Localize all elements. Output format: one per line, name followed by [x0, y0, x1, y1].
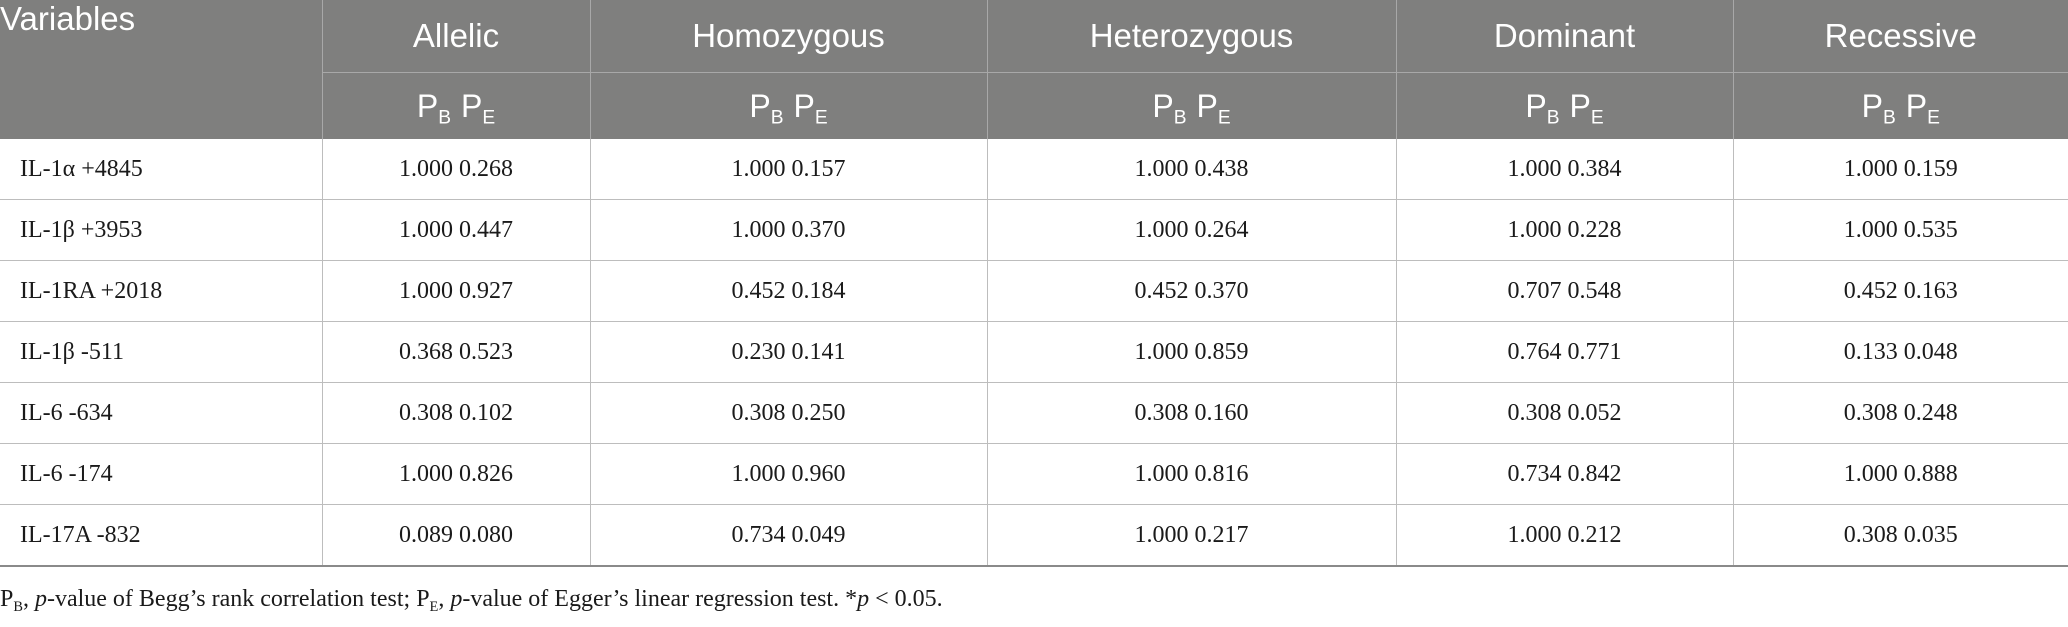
pvalue-cell: 1.000 0.960 — [590, 443, 988, 505]
pvalue-cell: 1.000 0.816 — [987, 443, 1397, 505]
subheader-p-egger-sub: E — [1217, 107, 1231, 129]
variable-cell: IL-6 -634 — [0, 382, 323, 444]
variable-cell: IL-1α +4845 — [0, 139, 323, 200]
subheader-p-begg: P — [1861, 87, 1883, 124]
pvalue-cell: 0.089 0.080 — [322, 504, 591, 567]
variable-cell: IL-1β +3953 — [0, 199, 323, 261]
pvalue-cell: 0.230 0.141 — [590, 321, 988, 383]
pvalue-cell: 1.000 0.927 — [322, 260, 591, 322]
variable-cell: IL-1RA +2018 — [0, 260, 323, 322]
pvalue-cell: 1.000 0.159 — [1733, 139, 2068, 200]
column-header-heterozygous: Heterozygous — [987, 0, 1397, 73]
subheader-p-begg: P — [749, 87, 771, 124]
pvalue-cell: 1.000 0.888 — [1733, 443, 2068, 505]
table-row: IL-1β +3953 1.000 0.447 1.000 0.370 1.000 0… — [0, 199, 2068, 261]
pvalue-cell: 0.452 0.370 — [987, 260, 1397, 322]
pvalue-cell: 1.000 0.859 — [987, 321, 1397, 383]
subheader-cell: PB PE — [987, 72, 1397, 139]
subheader-p-begg-sub: B — [1546, 107, 1560, 129]
pvalue-cell: 0.764 0.771 — [1396, 321, 1734, 383]
pvalue-cell: 0.308 0.248 — [1733, 382, 2068, 444]
table-body: IL-1α +4845 1.000 0.268 1.000 0.157 1.000 0… — [0, 139, 2068, 567]
pvalue-cell: 1.000 0.228 — [1396, 199, 1734, 261]
pvalue-cell: 1.000 0.535 — [1733, 199, 2068, 261]
subheader-row: PB PE PB PE PB PE PB PE PB PE — [0, 72, 2068, 139]
pvalue-cell: 0.452 0.184 — [590, 260, 988, 322]
subheader-p-begg: P — [416, 87, 439, 124]
variable-cell: IL-6 -174 — [0, 443, 323, 505]
pvalue-cell: 1.000 0.212 — [1396, 504, 1734, 567]
footnote-significance-p: p — [857, 586, 870, 612]
subheader-p-begg-sub: B — [438, 107, 451, 129]
pvalue-cell: 0.308 0.052 — [1396, 382, 1734, 444]
subheader-p-egger-sub: E — [1927, 107, 1940, 129]
subheader-p-begg-sub: B — [770, 107, 784, 129]
pvalue-cell: 1.000 0.826 — [322, 443, 591, 505]
table-row: IL-17A -832 0.089 0.080 0.734 0.049 1.000 0… — [0, 504, 2068, 567]
pvalue-cell: 0.308 0.035 — [1733, 504, 2068, 567]
subheader-p-begg-sub: B — [1882, 107, 1896, 129]
subheader-p-egger: P — [1905, 87, 1928, 124]
footnote-pe-sub: E — [429, 599, 439, 616]
pvalue-cell: 1.000 0.268 — [322, 139, 591, 200]
table-row: IL-6 -174 1.000 0.826 1.000 0.960 1.000 0.8… — [0, 443, 2068, 505]
table-row: IL-6 -634 0.308 0.102 0.308 0.250 0.308 0.1… — [0, 382, 2068, 444]
variable-cell: IL-1β -511 — [0, 321, 323, 383]
column-header-dominant: Dominant — [1396, 0, 1734, 73]
column-header-recessive: Recessive — [1733, 0, 2068, 73]
pvalue-cell: 1.000 0.447 — [322, 199, 591, 261]
subheader-p-egger-sub: E — [482, 107, 496, 129]
pvalue-cell: 0.308 0.250 — [590, 382, 988, 444]
pvalue-cell: 0.707 0.548 — [1396, 260, 1734, 322]
pvalue-cell: 1.000 0.217 — [987, 504, 1397, 567]
pvalue-cell: 0.734 0.049 — [590, 504, 988, 567]
subheader-p-egger-sub: E — [1590, 107, 1604, 129]
footnote-pb-sep: , — [22, 586, 35, 612]
pvalue-cell: 1.000 0.157 — [590, 139, 988, 200]
table-row: IL-1RA +2018 1.000 0.927 0.452 0.184 0.452 … — [0, 260, 2068, 322]
pvalue-cell: 0.734 0.842 — [1396, 443, 1734, 505]
column-header-variables: Variables — [0, 0, 323, 139]
footnote-pe: P — [416, 586, 430, 612]
pvalue-cell: 0.308 0.102 — [322, 382, 591, 444]
footnote-pb-sub: B — [13, 599, 23, 616]
table-row: IL-1β -511 0.368 0.523 0.230 0.141 1.000 0.… — [0, 321, 2068, 383]
stats-table: Variables Allelic Homozygous Heterozygou… — [0, 0, 2068, 567]
footnote-pb-pvalue: p — [34, 586, 47, 612]
subheader-p-egger: P — [793, 87, 815, 124]
pvalue-cell: 0.368 0.523 — [322, 321, 591, 383]
pvalue-cell: 1.000 0.264 — [987, 199, 1397, 261]
pvalue-cell: 0.308 0.160 — [987, 382, 1397, 444]
subheader-cell: PB PE — [1396, 72, 1734, 139]
pvalue-cell: 1.000 0.370 — [590, 199, 988, 261]
pvalue-cell: 0.133 0.048 — [1733, 321, 2068, 383]
pvalue-cell: 1.000 0.438 — [987, 139, 1397, 200]
footnote-pb: P — [0, 586, 14, 612]
subheader-p-egger: P — [1569, 87, 1591, 124]
header-row: Variables Allelic Homozygous Heterozygou… — [0, 0, 2068, 139]
column-header-allelic: Allelic — [322, 0, 591, 73]
subheader-p-begg: P — [1152, 87, 1174, 124]
column-header-homozygous: Homozygous — [590, 0, 988, 73]
footnote-significance-rest: < 0.05. — [869, 586, 943, 612]
footnote-pe-pvalue: p — [450, 586, 463, 612]
subheader-p-begg-sub: B — [1173, 107, 1187, 129]
footnote-pe-desc: -value of Egger’s linear regression test… — [462, 586, 858, 612]
footnote-pb-desc: -value of Begg’s rank correlation test; — [46, 586, 417, 612]
pvalue-cell: 1.000 0.384 — [1396, 139, 1734, 200]
subheader-cell: PB PE — [322, 72, 591, 139]
subheader-cell: PB PE — [1733, 72, 2068, 139]
pvalue-cell: 0.452 0.163 — [1733, 260, 2068, 322]
subheader-p-egger: P — [461, 87, 483, 124]
subheader-p-begg: P — [1525, 87, 1547, 124]
footnote-pe-sep: , — [438, 586, 451, 612]
subheader-p-egger-sub: E — [814, 107, 828, 129]
subheader-p-egger: P — [1196, 87, 1218, 124]
subheader-cell: PB PE — [590, 72, 988, 139]
table-row: IL-1α +4845 1.000 0.268 1.000 0.157 1.000 0… — [0, 139, 2068, 200]
table-footnote: PB, p-value of Begg’s rank correlation t… — [0, 586, 943, 616]
variable-cell: IL-17A -832 — [0, 504, 323, 567]
